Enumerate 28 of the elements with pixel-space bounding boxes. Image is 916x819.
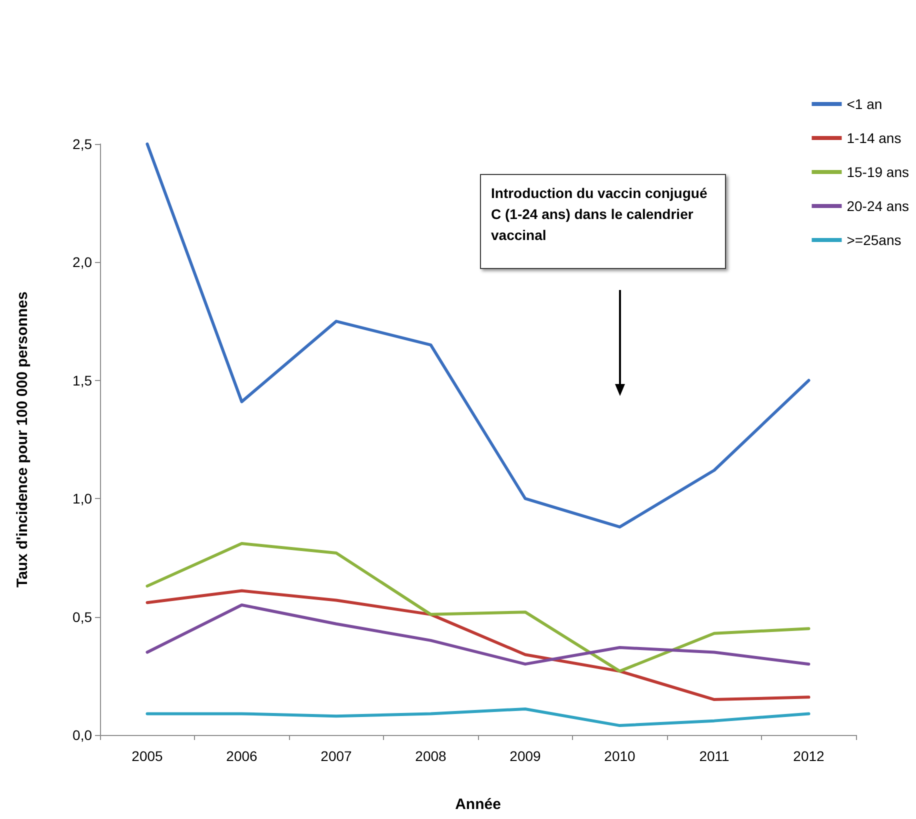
x-tick-label: 2010 — [604, 748, 636, 764]
annotation: Introduction du vaccin conjugué C (1-24 ans) dans le calendrier vaccinal — [491, 185, 708, 243]
line-series — [146, 542, 810, 673]
x-tick-label: 2009 — [510, 748, 542, 764]
y-tick-label: 0,0 — [72, 727, 92, 743]
legend-label: 15-19 ans — [846, 164, 910, 180]
x-axis-title: Année — [455, 796, 501, 813]
y-axis-title: Taux d'incidence pour 100 000 personnes — [14, 292, 31, 588]
x-tick-label: 2006 — [226, 748, 258, 764]
legend-label: 20-24 ans — [846, 198, 910, 214]
x-tick-label: 2011 — [699, 748, 730, 764]
legend-label: <1 an — [846, 96, 882, 112]
y-tick-label: 1,5 — [72, 372, 92, 388]
y-tick-label: 2,5 — [72, 136, 92, 152]
y-tick-label: 2,0 — [72, 254, 92, 270]
y-tick-label: 0,5 — [72, 608, 92, 625]
callout-box: Introduction du vaccin conjugué C (1-24 ans) dans le calendrier vaccinal — [480, 174, 726, 269]
x-tick-label: 2012 — [793, 748, 825, 764]
y-tick-label: 1,0 — [72, 490, 92, 507]
line-series — [146, 589, 810, 702]
line-series — [146, 707, 810, 728]
x-tick-label: 2005 — [132, 748, 164, 764]
x-tick-label: 2007 — [320, 748, 352, 764]
line-series — [146, 603, 810, 666]
line-series — [146, 142, 810, 528]
x-tick-label: 2008 — [415, 748, 447, 764]
legend-label: >=25ans — [846, 232, 902, 248]
legend-label: 1-14 ans — [846, 130, 902, 146]
